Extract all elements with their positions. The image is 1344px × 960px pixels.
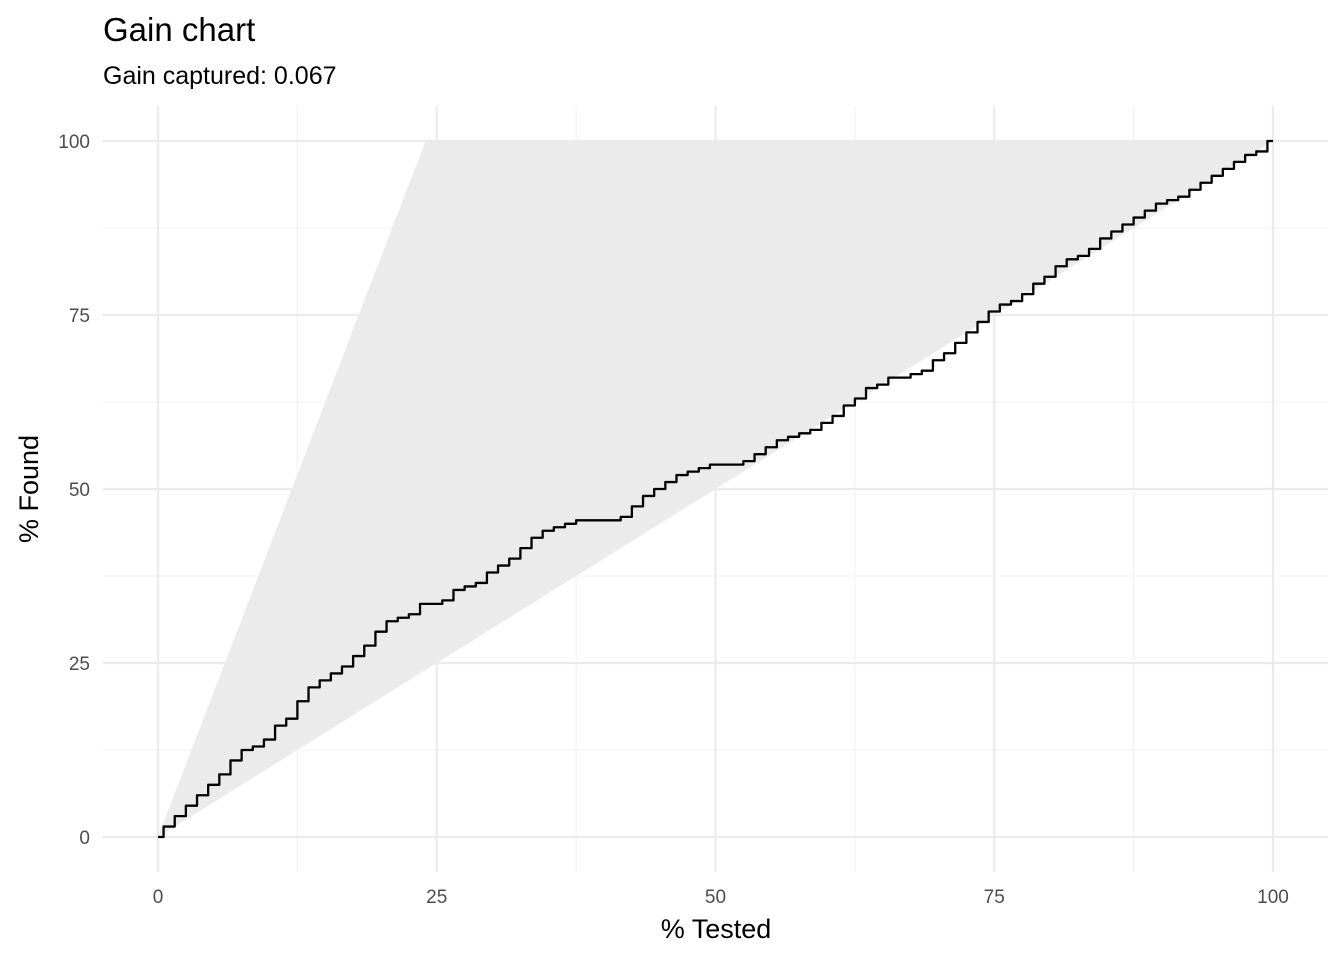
y-tick-label: 100 [58, 132, 90, 153]
x-tick-label: 0 [153, 887, 164, 908]
x-tick-label: 25 [426, 887, 447, 908]
x-tick-label: 75 [984, 887, 1005, 908]
x-axis-tick-labels: 0 25 50 75 100 [153, 887, 1289, 908]
y-tick-label: 0 [79, 828, 90, 849]
y-tick-label: 75 [69, 306, 90, 327]
y-tick-label: 50 [69, 480, 90, 501]
y-tick-label: 25 [69, 654, 90, 675]
reference-band [158, 141, 1273, 837]
reference-region [158, 141, 1273, 837]
gain-series [158, 139, 1273, 839]
x-tick-label: 50 [705, 887, 726, 908]
chart-title: Gain chart [103, 11, 255, 48]
chart-subtitle: Gain captured: 0.067 [103, 62, 337, 90]
x-tick-label: 100 [1257, 887, 1289, 908]
y-axis-tick-labels: 0 25 50 75 100 [58, 132, 90, 849]
x-axis-title: % Tested [661, 914, 772, 944]
y-axis-title: % Found [14, 435, 44, 543]
gain-line [158, 139, 1273, 839]
